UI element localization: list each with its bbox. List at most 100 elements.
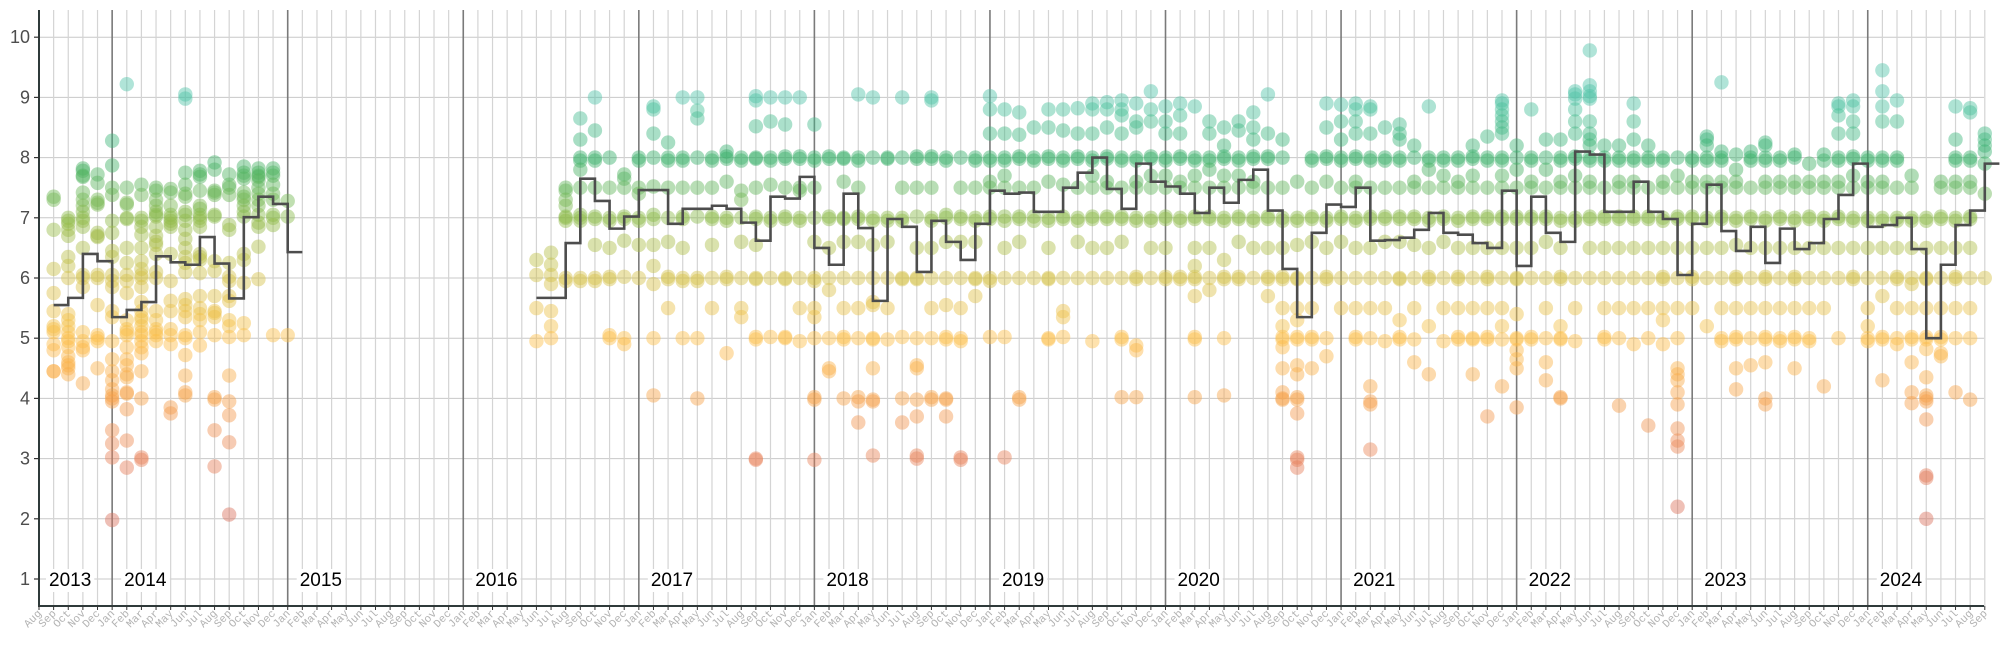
rating-point [997, 153, 1012, 168]
rating-point [1494, 153, 1510, 168]
rating-point [1889, 150, 1905, 165]
rating-point [1114, 102, 1129, 117]
rating-point [1904, 332, 1919, 347]
rating-point [1641, 331, 1656, 346]
rating-point [1582, 84, 1597, 99]
rating-point [1348, 114, 1363, 129]
rating-point [178, 368, 193, 383]
rating-point [1114, 211, 1129, 227]
rating-point [251, 173, 266, 188]
rating-point [1041, 332, 1056, 347]
rating-point [719, 272, 734, 287]
rating-point [119, 433, 134, 448]
rating-point [1904, 168, 1919, 183]
rating-point [865, 394, 881, 409]
rating-point [938, 150, 954, 165]
rating-point [836, 300, 851, 316]
rating-point [236, 192, 252, 207]
rating-point [894, 329, 910, 345]
rating-point [1450, 300, 1466, 316]
rating-point [997, 150, 1012, 165]
rating-point [704, 270, 720, 286]
rating-point [938, 409, 954, 424]
rating-point [734, 270, 749, 286]
rating-point [1875, 288, 1890, 304]
rating-point [1114, 93, 1129, 108]
rating-point [543, 267, 559, 283]
rating-point [851, 394, 866, 409]
rating-point [1246, 240, 1261, 256]
rating-point [1333, 150, 1349, 165]
rating-point [1436, 150, 1451, 165]
rating-point [1407, 209, 1422, 224]
rating-point [1172, 149, 1188, 164]
rating-point [1187, 211, 1202, 227]
rating-point [1289, 174, 1305, 189]
rating-point [1597, 270, 1612, 286]
rating-point [1407, 138, 1422, 153]
rating-point [75, 204, 91, 219]
rating-point [148, 321, 164, 337]
rating-point [1348, 210, 1363, 225]
rating-point [1758, 391, 1773, 406]
rating-point [1348, 240, 1363, 256]
rating-point [1494, 114, 1510, 129]
rating-point [192, 324, 208, 340]
rating-point [909, 451, 924, 466]
rating-point [792, 334, 807, 349]
rating-point [221, 312, 237, 328]
rating-point [75, 210, 91, 225]
rating-point [1187, 389, 1202, 405]
rating-point [1289, 452, 1305, 468]
rating-point [777, 329, 793, 345]
rating-point [1421, 162, 1437, 177]
rating-point [851, 300, 866, 316]
rating-point [178, 297, 193, 313]
rating-point [1553, 213, 1568, 229]
year-label-bg [647, 569, 697, 592]
rating-point [265, 177, 281, 192]
rating-point [1480, 409, 1495, 424]
rating-point [851, 331, 866, 346]
rating-point [836, 332, 851, 347]
rating-point [1480, 150, 1495, 165]
year-label-bg [1350, 569, 1399, 592]
rating-point [1626, 153, 1641, 168]
rating-point [251, 161, 266, 176]
rating-point [690, 209, 705, 224]
rating-point [148, 204, 164, 219]
rating-point [1377, 270, 1393, 286]
rating-point [1012, 392, 1027, 407]
rating-point [865, 448, 881, 463]
rating-point [763, 329, 778, 345]
rating-point [207, 392, 222, 407]
year-label: 2020 [1178, 570, 1220, 591]
rating-point [1304, 361, 1320, 376]
rating-point [1172, 126, 1188, 141]
rating-point [1758, 213, 1773, 229]
y-tick-label: 3 [20, 449, 30, 469]
rating-point [104, 436, 120, 451]
rating-point [968, 270, 983, 286]
rating-point [968, 180, 983, 195]
rating-point [1904, 396, 1919, 411]
rating-point [1948, 99, 1963, 114]
rating-point [163, 181, 178, 197]
rating-point [178, 388, 193, 403]
rating-point [1684, 180, 1700, 195]
year-label: 2016 [475, 570, 517, 591]
rating-point [1304, 180, 1320, 195]
rating-point [1860, 240, 1875, 256]
rating-point [1421, 240, 1437, 256]
rating-point [763, 150, 778, 165]
rating-point [1070, 234, 1085, 250]
rating-point [1377, 153, 1393, 168]
rating-point [807, 150, 822, 165]
year-label-bg [1525, 569, 1574, 592]
rating-point [1641, 211, 1656, 227]
rating-point [178, 347, 193, 363]
rating-point [573, 153, 588, 168]
rating-point [236, 168, 252, 183]
rating-point [61, 367, 76, 382]
rating-point [1494, 108, 1510, 123]
